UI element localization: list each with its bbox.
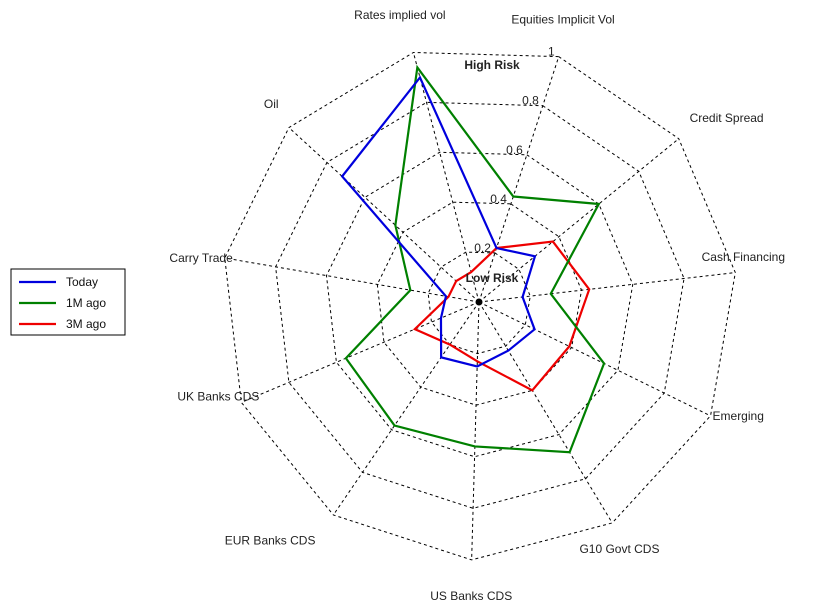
radial-tick-labels: 0.2 0.4 0.6 0.8 1 — [474, 45, 555, 255]
spoke-1 — [478, 56, 560, 303]
axis-label: Rates implied vol — [354, 8, 445, 22]
axis-label: UK Banks CDS — [177, 389, 259, 403]
grid-ring-2 — [376, 201, 583, 406]
tick-label: 0.6 — [506, 143, 523, 157]
axis-label: Oil — [264, 97, 279, 111]
series-line-3m-ago — [412, 240, 591, 392]
zone-labels: High Risk Low Risk — [464, 58, 520, 285]
grid-ring-3 — [325, 151, 634, 458]
spoke-11 — [412, 52, 480, 303]
spoke-5 — [478, 301, 613, 524]
tick-label: 1 — [548, 45, 555, 59]
spoke-9 — [224, 257, 480, 303]
legend-label: 1M ago — [66, 296, 106, 310]
radar-grid — [224, 51, 736, 561]
legend-label: 3M ago — [66, 317, 106, 331]
grid-ring-5 — [224, 51, 736, 561]
center-dot — [475, 298, 483, 306]
axis-label: Credit Spread — [690, 111, 764, 125]
spoke-8 — [241, 301, 480, 403]
axis-label: Emerging — [713, 409, 764, 423]
series-line-today — [340, 75, 537, 368]
axis-label: EUR Banks CDS — [225, 534, 316, 548]
tick-label: 0.8 — [522, 94, 539, 108]
spoke-4 — [478, 301, 711, 417]
zone-label-high: High Risk — [464, 58, 520, 72]
legend-label: Today — [66, 275, 98, 289]
axis-label: Equities Implicit Vol — [511, 12, 614, 26]
axis-labels: Equities Implicit Vol Credit Spread Cash F… — [169, 8, 785, 603]
spoke-2 — [478, 138, 680, 303]
spoke-10 — [288, 127, 480, 303]
radar-spokes — [224, 52, 736, 560]
spoke-7 — [332, 301, 480, 516]
grid-ring-1 — [427, 251, 531, 355]
axis-label: US Banks CDS — [430, 589, 512, 603]
axis-label: Carry Trade — [169, 251, 233, 265]
series-line-1m-ago — [344, 64, 606, 454]
axis-label: G10 Govt CDS — [579, 542, 659, 556]
series-layer — [340, 64, 606, 454]
zone-label-low: Low Risk — [466, 271, 519, 285]
axis-label: Cash Financing — [702, 250, 785, 264]
tick-label: 0.2 — [474, 241, 491, 255]
spoke-6 — [471, 301, 480, 560]
tick-label: 0.4 — [490, 192, 507, 206]
legend: Today 1M ago 3M ago — [10, 268, 126, 336]
